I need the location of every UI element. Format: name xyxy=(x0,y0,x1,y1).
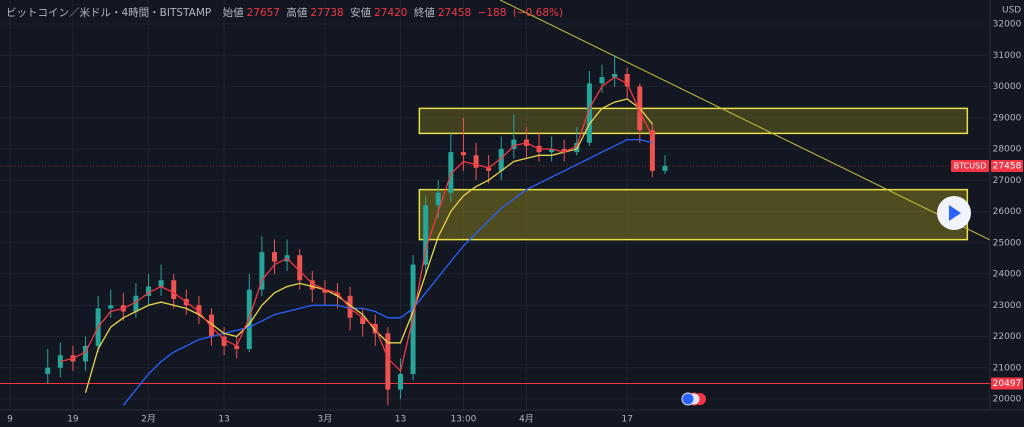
currency: USD xyxy=(1002,6,1021,16)
x-tick-label: 2月 xyxy=(141,414,156,425)
symbol-label: BTCUSD xyxy=(954,161,987,170)
candle-body xyxy=(435,192,441,206)
candle-body xyxy=(511,139,517,149)
symbol-box xyxy=(951,159,989,172)
candle-body xyxy=(108,305,114,309)
price-label: 27458 xyxy=(993,161,1022,171)
candle-body xyxy=(574,142,580,153)
candle-body xyxy=(612,74,618,78)
play-icon[interactable] xyxy=(949,205,961,221)
price-box xyxy=(991,159,1023,172)
moving-average xyxy=(60,76,653,373)
candle-body xyxy=(561,149,567,153)
trendline xyxy=(499,0,991,241)
y-tick-label: 30000 xyxy=(993,82,1022,92)
play-button[interactable] xyxy=(937,196,971,230)
candle-body xyxy=(259,252,265,290)
candle-body xyxy=(297,255,303,281)
high-label: 高値 xyxy=(286,6,307,19)
candle-body xyxy=(334,292,340,296)
x-tick-label: 13 xyxy=(218,415,229,425)
y-tick-label: 23000 xyxy=(993,301,1022,311)
candle-body xyxy=(549,149,555,153)
candle-body xyxy=(158,280,164,287)
change-pct: (−0.68%) xyxy=(513,7,563,19)
x-tick-label: 3月 xyxy=(318,414,333,425)
x-tick-label: 9 xyxy=(7,415,13,425)
candle-body xyxy=(397,374,403,390)
event-flags[interactable] xyxy=(681,392,706,406)
x-tick-label: 4月 xyxy=(519,414,534,425)
candle-body xyxy=(473,155,479,168)
axis-labels: 20000 21000 22000 23000 24000 25000 26000 27000… xyxy=(7,20,1023,425)
candle-body xyxy=(460,152,466,156)
close-label: 終値 xyxy=(414,6,435,19)
candle-body xyxy=(146,286,152,296)
title: ビットコイン／米ドル・4時間・BITSTAMP xyxy=(6,6,211,19)
candle-body xyxy=(234,345,240,349)
candle-body xyxy=(347,295,353,318)
y-tick-label: 25000 xyxy=(993,238,1022,248)
candle-body xyxy=(624,74,630,87)
candle-body xyxy=(196,305,202,315)
x-tick-label: 13:00 xyxy=(450,415,476,425)
y-tick-label: 29000 xyxy=(993,113,1022,123)
plot xyxy=(45,55,668,406)
x-tick-label: 17 xyxy=(621,415,632,425)
candle-body xyxy=(171,280,177,299)
high: 27738 xyxy=(310,7,343,19)
hline-box xyxy=(991,377,1023,390)
y-tick-label: 28000 xyxy=(993,145,1022,155)
open-label: 始値 xyxy=(223,6,244,19)
low: 27420 xyxy=(374,7,407,19)
candle-body xyxy=(498,149,504,171)
y-tick-label: 31000 xyxy=(993,51,1022,61)
candle-body xyxy=(133,295,139,312)
candle-body xyxy=(649,130,655,171)
candle-body xyxy=(385,333,391,390)
candle-body xyxy=(599,77,605,84)
candle-body xyxy=(322,289,328,293)
candle-body xyxy=(360,317,366,324)
y-tick-label: 24000 xyxy=(993,270,1022,280)
candle-body xyxy=(83,345,89,362)
overlays xyxy=(0,0,991,384)
candle-body xyxy=(309,280,315,290)
candle-body xyxy=(209,314,215,337)
y-tick-label: 26000 xyxy=(993,207,1022,217)
change: −188 xyxy=(478,7,507,19)
moving-average xyxy=(122,138,653,406)
candle-body xyxy=(221,336,227,346)
open: 27657 xyxy=(247,7,280,19)
y-tick-label: 27000 xyxy=(993,176,1022,186)
x-tick-label: 13 xyxy=(395,415,406,425)
hline-label: 20497 xyxy=(993,379,1022,389)
candle-body xyxy=(45,367,51,374)
y-tick-label: 21000 xyxy=(993,363,1022,373)
zone xyxy=(418,107,969,135)
candle-body xyxy=(586,83,592,143)
header: ビットコイン／米ドル・4時間・BITSTAMP 始値 27657 高値 27738 … xyxy=(6,6,563,19)
x-tick-label: 19 xyxy=(67,415,79,425)
low-label: 安値 xyxy=(350,6,371,19)
candle-body xyxy=(448,152,454,193)
zone xyxy=(418,188,969,241)
candle-body xyxy=(662,165,668,171)
candle-body xyxy=(423,205,429,265)
candle-body xyxy=(486,167,492,171)
candle-body xyxy=(271,252,277,262)
close: 27458 xyxy=(438,7,471,19)
y-tick-label: 32000 xyxy=(993,20,1022,30)
flag[interactable] xyxy=(681,392,695,406)
y-tick-label: 20000 xyxy=(993,395,1022,405)
y-tick-label: 22000 xyxy=(993,332,1022,342)
